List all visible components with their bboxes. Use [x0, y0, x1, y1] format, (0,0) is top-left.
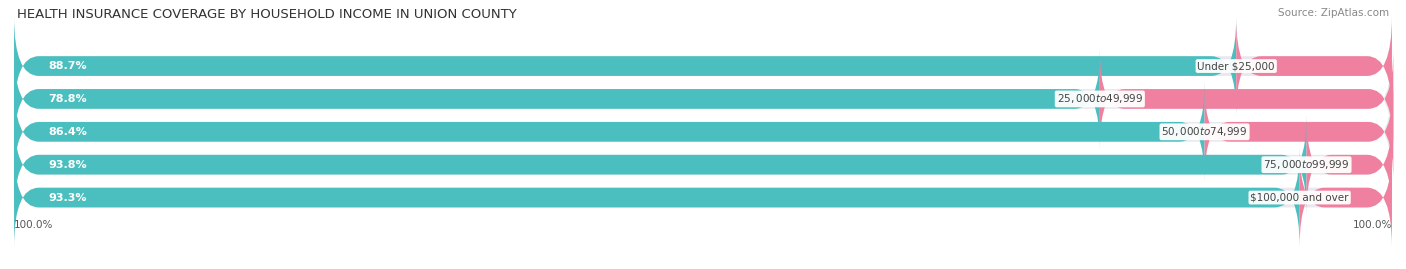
Text: $50,000 to $74,999: $50,000 to $74,999 [1161, 125, 1247, 138]
Text: 100.0%: 100.0% [14, 220, 53, 230]
Text: 93.3%: 93.3% [48, 193, 87, 203]
Text: Source: ZipAtlas.com: Source: ZipAtlas.com [1278, 8, 1389, 18]
Text: 88.7%: 88.7% [48, 61, 87, 71]
FancyBboxPatch shape [1299, 148, 1392, 247]
Text: 78.8%: 78.8% [48, 94, 87, 104]
FancyBboxPatch shape [14, 115, 1306, 214]
FancyBboxPatch shape [1205, 83, 1393, 181]
FancyBboxPatch shape [14, 49, 1099, 148]
Text: Under $25,000: Under $25,000 [1198, 61, 1275, 71]
Text: HEALTH INSURANCE COVERAGE BY HOUSEHOLD INCOME IN UNION COUNTY: HEALTH INSURANCE COVERAGE BY HOUSEHOLD I… [17, 8, 516, 21]
FancyBboxPatch shape [14, 148, 1392, 247]
FancyBboxPatch shape [14, 83, 1392, 181]
Text: $25,000 to $49,999: $25,000 to $49,999 [1057, 93, 1143, 105]
Text: $100,000 and over: $100,000 and over [1250, 193, 1348, 203]
FancyBboxPatch shape [14, 17, 1392, 115]
FancyBboxPatch shape [14, 148, 1299, 247]
Text: 100.0%: 100.0% [1353, 220, 1392, 230]
FancyBboxPatch shape [14, 17, 1236, 115]
Text: 93.8%: 93.8% [48, 160, 87, 170]
FancyBboxPatch shape [14, 115, 1392, 214]
FancyBboxPatch shape [1306, 115, 1392, 214]
FancyBboxPatch shape [1236, 17, 1392, 115]
FancyBboxPatch shape [14, 83, 1205, 181]
FancyBboxPatch shape [14, 49, 1392, 148]
Text: $75,000 to $99,999: $75,000 to $99,999 [1264, 158, 1350, 171]
FancyBboxPatch shape [1099, 49, 1393, 148]
Text: 86.4%: 86.4% [48, 127, 87, 137]
